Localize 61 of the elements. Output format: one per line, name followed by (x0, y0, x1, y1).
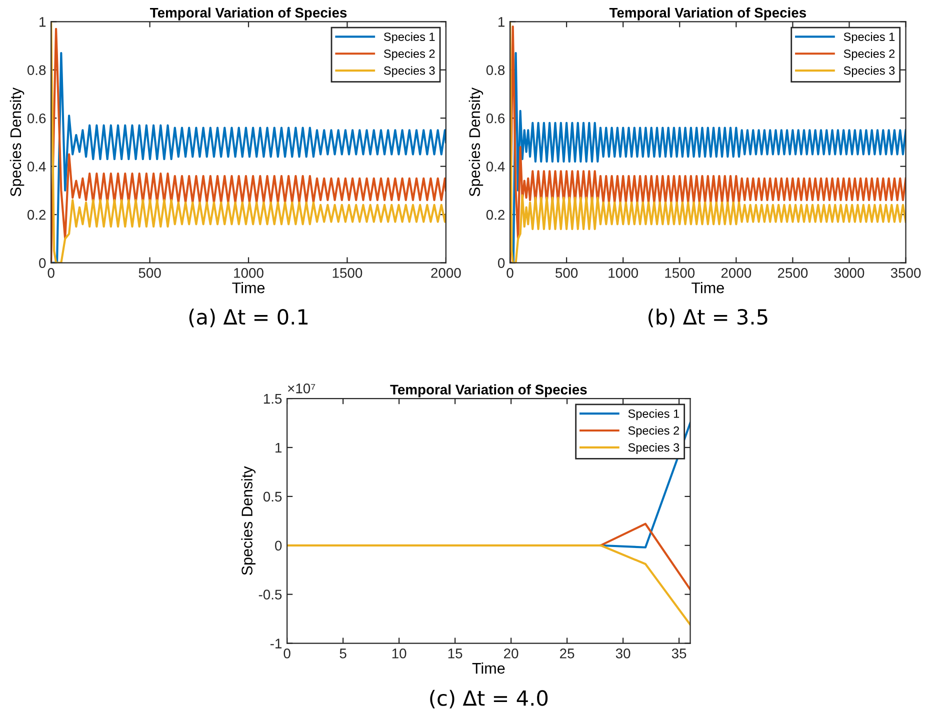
text: (b) Δt = 3.5 (648, 308, 768, 328)
x-tick-label: 3000 (834, 268, 864, 278)
text: ×10⁷ (288, 384, 316, 394)
legend-label: Species 3 (844, 66, 895, 78)
x-axis-title: Time (232, 282, 265, 294)
legend-label: Species 2 (844, 49, 895, 60)
y-axis-title: Species Density (241, 466, 256, 575)
y-tick-label: -0.5 (258, 590, 282, 600)
y-tick-label: -1 (270, 638, 282, 648)
x-axis-title: Time (472, 662, 505, 674)
y-tick-label: 1 (40, 17, 46, 27)
x-tick-label: 35 (672, 648, 686, 658)
chart-title: Temporal Variation of Species (390, 384, 587, 398)
y-tick-label: 0.8 (486, 65, 505, 76)
x-tick-label: 20 (504, 648, 518, 658)
legend-label: Species 3 (384, 66, 435, 78)
x-tick-label: 2000 (721, 268, 752, 278)
y-axis-title: Species Density (10, 87, 24, 196)
x-tick-label: 1500 (332, 268, 362, 278)
x-tick-label: 500 (556, 268, 578, 278)
x-tick-label: 1000 (234, 268, 264, 278)
legend-label: Species 2 (384, 49, 435, 60)
chart-title: Temporal Variation of Species (150, 7, 347, 20)
y-tick-label: 0.4 (27, 162, 46, 172)
x-tick-label: 0 (506, 268, 514, 278)
y-tick-label: 0.2 (27, 210, 46, 220)
x-tick-label: 1000 (608, 268, 638, 278)
chart-title: Temporal Variation of Species (609, 7, 806, 20)
legend-label: Species 1 (844, 32, 895, 44)
x-tick-label: 5 (340, 648, 346, 658)
text: (c) Δt = 4.0 (430, 690, 548, 708)
x-tick-label: 15 (448, 648, 462, 658)
y-tick-label: 0.2 (486, 210, 504, 220)
y-tick-label: 1.5 (264, 394, 282, 404)
x-tick-label: 2500 (778, 268, 808, 278)
x-tick-label: 30 (616, 648, 630, 658)
legend-label: Species 2 (628, 426, 680, 438)
x-tick-label: 0 (284, 648, 290, 658)
legend-label: Species 1 (384, 32, 435, 44)
text: (a) Δt = 0.1 (189, 308, 308, 328)
legend-label: Species 1 (628, 409, 680, 420)
y-tick-label: 1 (276, 442, 282, 453)
x-tick-label: 500 (138, 268, 161, 278)
x-tick-label: 25 (560, 648, 574, 658)
x-tick-label: 10 (392, 648, 406, 658)
y-tick-label: 0.8 (27, 65, 46, 76)
y-tick-label: 0 (39, 258, 46, 268)
x-tick-label: 2000 (431, 268, 461, 278)
y-tick-label: 0.5 (263, 492, 282, 502)
y-tick-label: 0 (275, 540, 282, 551)
y-tick-label: 1 (498, 17, 504, 27)
y-tick-label: 0 (498, 258, 505, 268)
y-axis-title: Species Density (468, 87, 484, 196)
x-tick-label: 3500 (890, 268, 921, 278)
y-tick-label: 0.6 (486, 113, 505, 124)
x-axis-title: Time (692, 282, 724, 294)
legend-label: Species 3 (628, 442, 680, 454)
x-tick-label: 0 (48, 268, 54, 278)
y-tick-label: 0.6 (27, 113, 46, 124)
y-tick-label: 0.4 (486, 162, 505, 172)
x-tick-label: 1500 (665, 268, 695, 278)
